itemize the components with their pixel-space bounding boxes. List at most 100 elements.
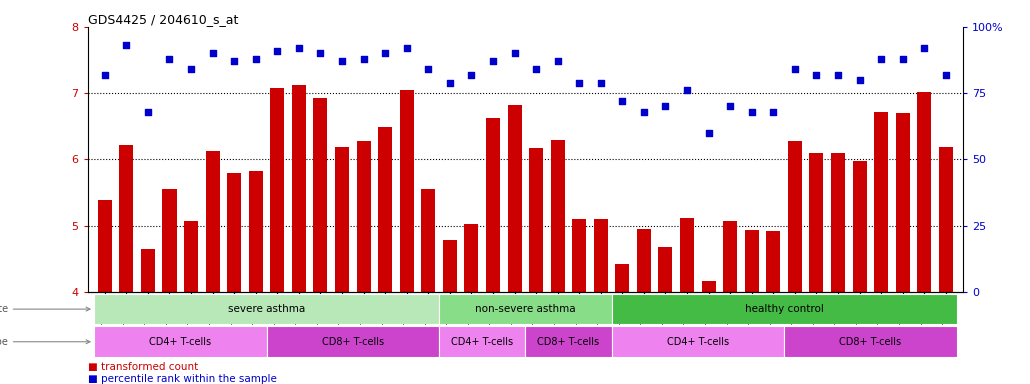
Bar xyxy=(439,294,612,324)
Text: ■ percentile rank within the sample: ■ percentile rank within the sample xyxy=(88,374,276,384)
Bar xyxy=(141,249,154,292)
Bar xyxy=(228,173,241,292)
Point xyxy=(182,66,199,72)
Point xyxy=(334,58,350,65)
Bar xyxy=(810,153,823,292)
Bar xyxy=(270,88,284,292)
Point xyxy=(872,56,889,62)
Point xyxy=(485,58,502,65)
Bar xyxy=(486,118,500,292)
Bar xyxy=(98,200,112,292)
Bar xyxy=(443,240,457,292)
Point xyxy=(118,42,135,48)
Point xyxy=(355,56,372,62)
Point xyxy=(377,50,393,56)
Point xyxy=(464,71,480,78)
Bar xyxy=(918,93,931,292)
Point xyxy=(420,66,437,72)
Text: CD8+ T-cells: CD8+ T-cells xyxy=(321,337,384,347)
Point xyxy=(809,71,825,78)
Point xyxy=(679,88,695,94)
Text: CD4+ T-cells: CD4+ T-cells xyxy=(149,337,211,347)
Bar xyxy=(612,294,957,324)
Text: CD4+ T-cells: CD4+ T-cells xyxy=(666,337,729,347)
Point xyxy=(442,79,458,86)
Bar xyxy=(784,326,957,357)
Text: ■ transformed count: ■ transformed count xyxy=(88,362,198,372)
Bar xyxy=(551,140,564,292)
Point xyxy=(700,130,717,136)
Bar xyxy=(637,229,651,292)
Text: disease state: disease state xyxy=(0,304,90,314)
Point xyxy=(937,71,954,78)
Point xyxy=(894,56,911,62)
Bar xyxy=(615,264,629,292)
Text: severe asthma: severe asthma xyxy=(228,304,305,314)
Bar xyxy=(658,247,673,292)
Bar xyxy=(267,326,439,357)
Bar xyxy=(612,326,784,357)
Point xyxy=(614,98,630,104)
Point xyxy=(765,109,782,115)
Bar xyxy=(206,151,219,292)
Point xyxy=(507,50,523,56)
Text: CD8+ T-cells: CD8+ T-cells xyxy=(839,337,901,347)
Bar xyxy=(853,161,866,292)
Text: CD4+ T-cells: CD4+ T-cells xyxy=(451,337,513,347)
Bar xyxy=(248,171,263,292)
Bar xyxy=(335,147,349,292)
Bar xyxy=(439,326,525,357)
Bar xyxy=(874,113,888,292)
Bar xyxy=(573,219,586,292)
Point xyxy=(204,50,220,56)
Point xyxy=(549,58,565,65)
Bar xyxy=(831,153,845,292)
Bar xyxy=(680,218,694,292)
Point xyxy=(269,48,285,54)
Point xyxy=(162,56,178,62)
Point xyxy=(312,50,329,56)
Bar xyxy=(529,148,543,292)
Text: cell type: cell type xyxy=(0,337,90,347)
Point xyxy=(97,71,113,78)
Bar xyxy=(184,221,198,292)
Bar xyxy=(896,113,909,292)
Bar xyxy=(94,294,439,324)
Point xyxy=(744,109,760,115)
Bar xyxy=(163,189,176,292)
Bar xyxy=(465,224,478,292)
Point xyxy=(787,66,803,72)
Point xyxy=(571,79,587,86)
Point xyxy=(527,66,544,72)
Point xyxy=(636,109,652,115)
Text: healthy control: healthy control xyxy=(745,304,824,314)
Point xyxy=(399,45,415,51)
Bar xyxy=(593,219,608,292)
Bar xyxy=(400,90,414,292)
Bar xyxy=(378,127,392,292)
Bar xyxy=(788,141,802,292)
Bar xyxy=(525,326,612,357)
Bar xyxy=(701,281,716,292)
Bar xyxy=(421,189,436,292)
Point xyxy=(830,71,847,78)
Bar xyxy=(938,147,953,292)
Bar xyxy=(313,98,328,292)
Bar xyxy=(291,85,306,292)
Point xyxy=(592,79,609,86)
Bar xyxy=(745,230,759,292)
Point xyxy=(226,58,242,65)
Bar xyxy=(356,141,371,292)
Text: GDS4425 / 204610_s_at: GDS4425 / 204610_s_at xyxy=(88,13,238,26)
Text: non-severe asthma: non-severe asthma xyxy=(475,304,576,314)
Bar xyxy=(94,326,267,357)
Point xyxy=(290,45,307,51)
Point xyxy=(247,56,264,62)
Bar xyxy=(119,145,133,292)
Point xyxy=(657,103,674,109)
Point xyxy=(722,103,739,109)
Bar xyxy=(723,221,737,292)
Point xyxy=(852,77,868,83)
Bar xyxy=(766,231,781,292)
Text: CD8+ T-cells: CD8+ T-cells xyxy=(538,337,599,347)
